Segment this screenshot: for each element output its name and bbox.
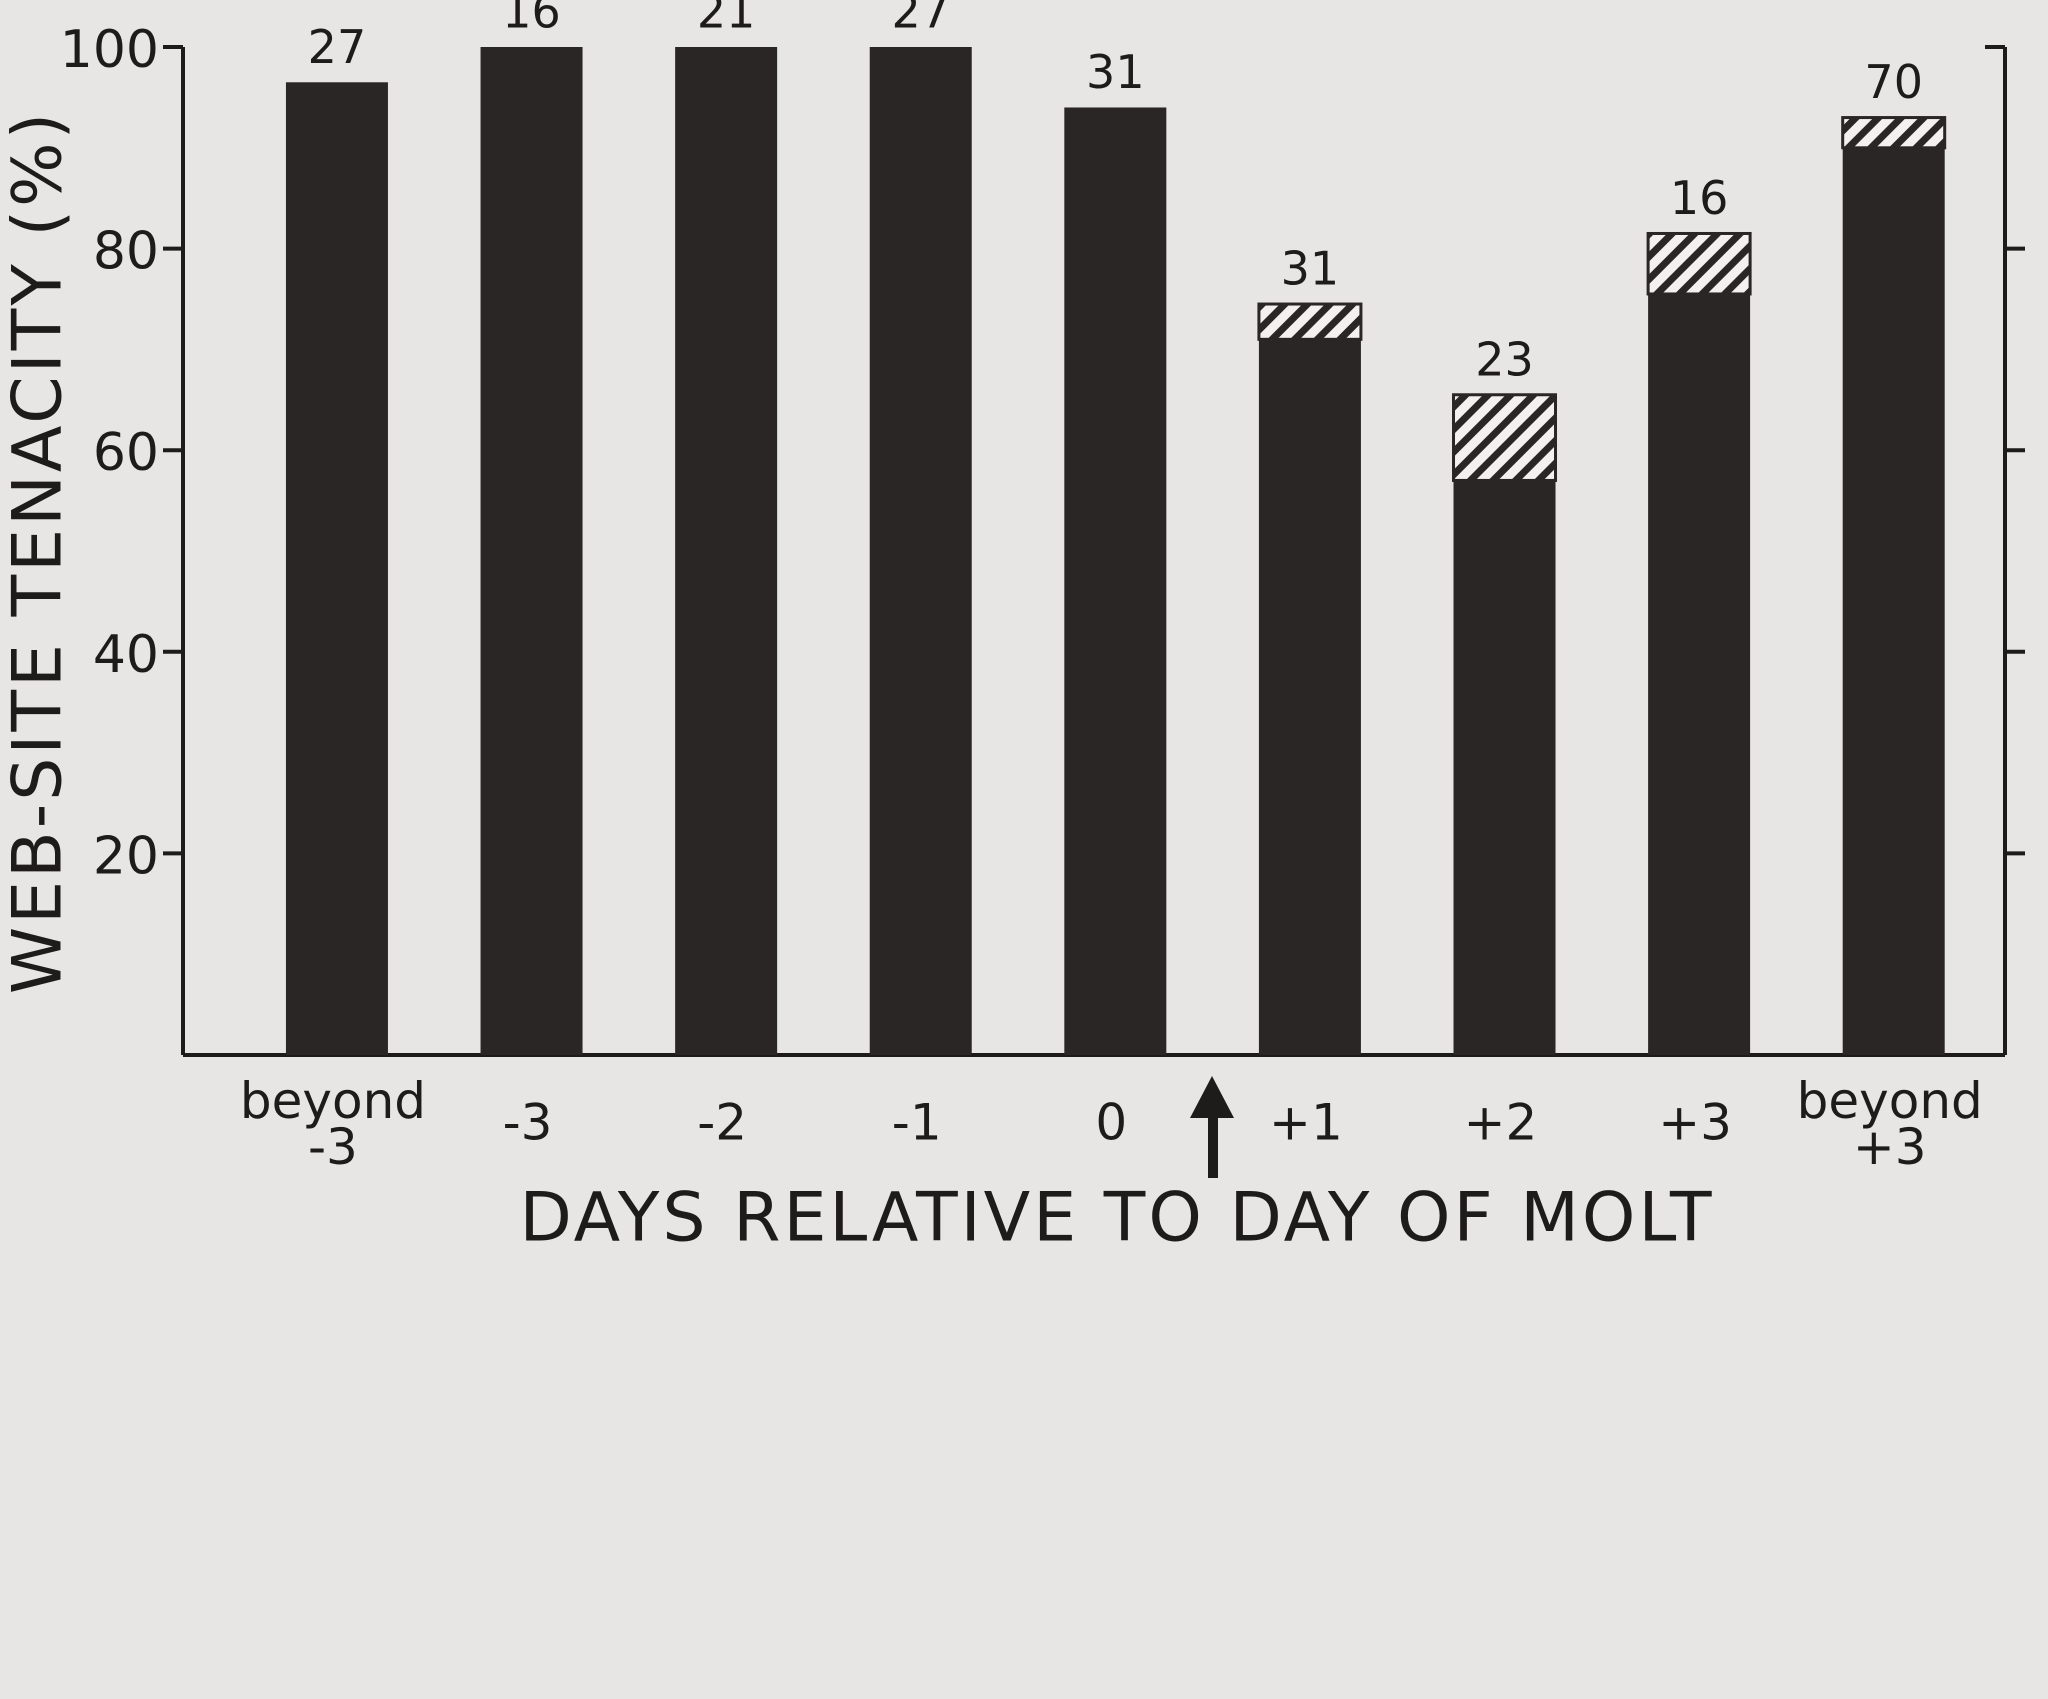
y-axis-title: WEB-SITE TENACITY (%) xyxy=(0,110,78,994)
bar xyxy=(285,82,388,1055)
x-tick-label: +2 xyxy=(1464,1094,1538,1152)
x-tick-label: -2 xyxy=(697,1094,747,1152)
x-tick-label: -1 xyxy=(892,1094,942,1152)
bar-label: 16 xyxy=(1670,171,1729,225)
x-tick-label: +3 xyxy=(1658,1094,1732,1152)
bar xyxy=(1648,293,1751,1056)
x-axis-title: DAYS RELATIVE TO DAY OF MOLT xyxy=(519,1179,1714,1258)
x-tick-label: -3 xyxy=(503,1094,553,1152)
bar xyxy=(869,47,972,1055)
bar-label: 31 xyxy=(1086,45,1145,99)
y-tick-label: 60 xyxy=(93,423,159,483)
bar-label: 23 xyxy=(1475,332,1534,386)
bar xyxy=(480,47,583,1055)
y-tick-label: 80 xyxy=(93,222,159,282)
bar xyxy=(1453,480,1556,1055)
bar xyxy=(1842,147,1945,1056)
molt-arrow xyxy=(1190,1076,1234,1178)
hatched-segment xyxy=(1257,302,1363,341)
bar-label: 70 xyxy=(1864,55,1923,109)
x-tick-label: beyond +3 xyxy=(1797,1072,1983,1176)
x-tick-label: 0 xyxy=(1095,1094,1127,1152)
hatched-segment xyxy=(1452,393,1558,482)
bar xyxy=(1258,339,1361,1055)
x-tick-label: beyond -3 xyxy=(240,1072,426,1176)
bar-label: 21 xyxy=(697,0,756,39)
hatched-segment xyxy=(1646,231,1752,296)
bar-label: 31 xyxy=(1281,242,1340,296)
x-tick-label: +1 xyxy=(1269,1094,1343,1152)
y-tick-label: 40 xyxy=(93,625,159,685)
bar xyxy=(675,47,778,1055)
bar-label: 16 xyxy=(502,0,561,39)
bar-label: 27 xyxy=(308,20,367,74)
y-tick-label: 20 xyxy=(93,826,159,886)
bar-label: 27 xyxy=(891,0,950,39)
y-tick-label: 100 xyxy=(60,20,159,80)
hatched-segment xyxy=(1841,116,1947,150)
bar xyxy=(1064,107,1167,1056)
